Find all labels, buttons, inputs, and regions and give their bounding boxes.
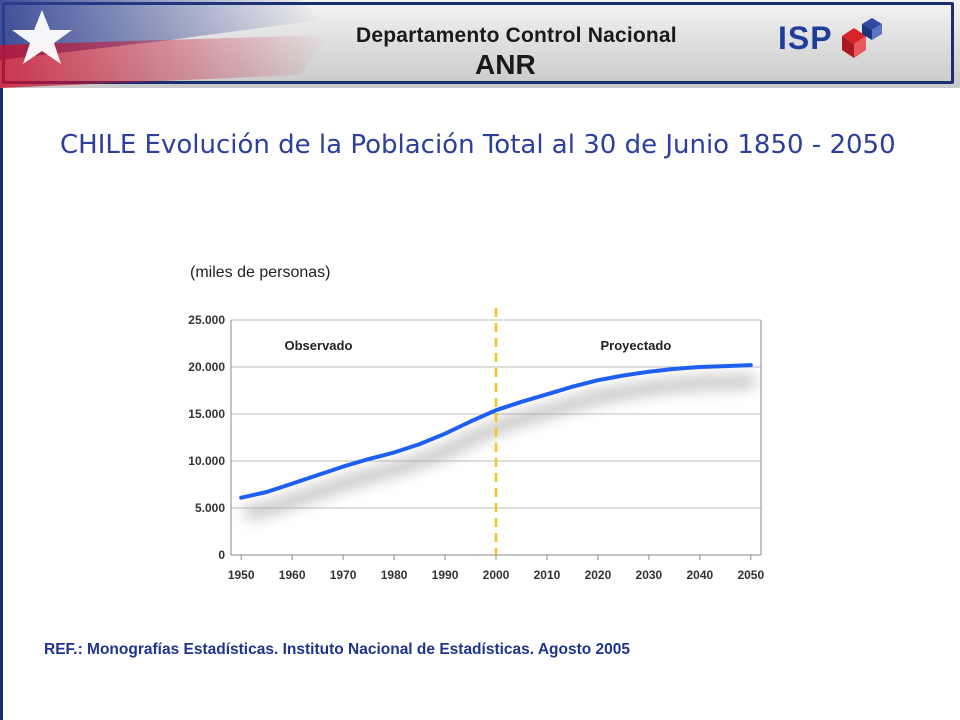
page-title: CHILE Evolución de la Población Total al… [60,130,896,160]
x-tick-label: 1980 [381,568,408,582]
annotation-observado: Observado [285,338,353,353]
header-title: Departamento Control Nacional [356,24,677,47]
left-border [0,88,3,720]
y-tick-label: 25.000 [188,313,225,327]
x-tick-label: 1990 [432,568,459,582]
x-tick-label: 2010 [534,568,561,582]
y-tick-label: 15.000 [188,407,225,421]
reference-note: REF.: Monografías Estadísticas. Institut… [44,641,630,658]
x-tick-label: 2030 [636,568,663,582]
y-tick-labels: 0 5.000 10.000 15.000 20.000 25.000 [188,313,225,562]
x-tick-label: 2020 [585,568,612,582]
y-tick-label: 20.000 [188,360,225,374]
y-tick-label: 0 [218,548,225,562]
annotation-proyectado: Proyectado [600,338,671,353]
series-line-shadow [243,374,756,521]
y-tick-label: 5.000 [195,501,225,515]
isp-cubes-icon [842,18,882,58]
x-tick-label: 2000 [483,568,510,582]
chart-container: (miles de personas) 0 5.000 10.000 15.000 20… [150,245,790,595]
x-tick-label: 2050 [737,568,764,582]
isp-logo-text: ISP [778,20,833,56]
y-axis-label: (miles de personas) [190,264,331,281]
series-line [239,363,753,500]
population-chart: (miles de personas) 0 5.000 10.000 15.000 20… [188,264,764,582]
header-subtitle: ANR [475,49,536,80]
x-tick-label: 1970 [330,568,357,582]
y-tick-label: 10.000 [188,454,225,468]
x-tick-labels: 1950 1960 1970 1980 1990 2000 2010 2020 2030 2040… [228,555,764,582]
x-tick-label: 1950 [228,568,255,582]
x-tick-label: 2040 [686,568,713,582]
x-tick-label: 1960 [279,568,306,582]
